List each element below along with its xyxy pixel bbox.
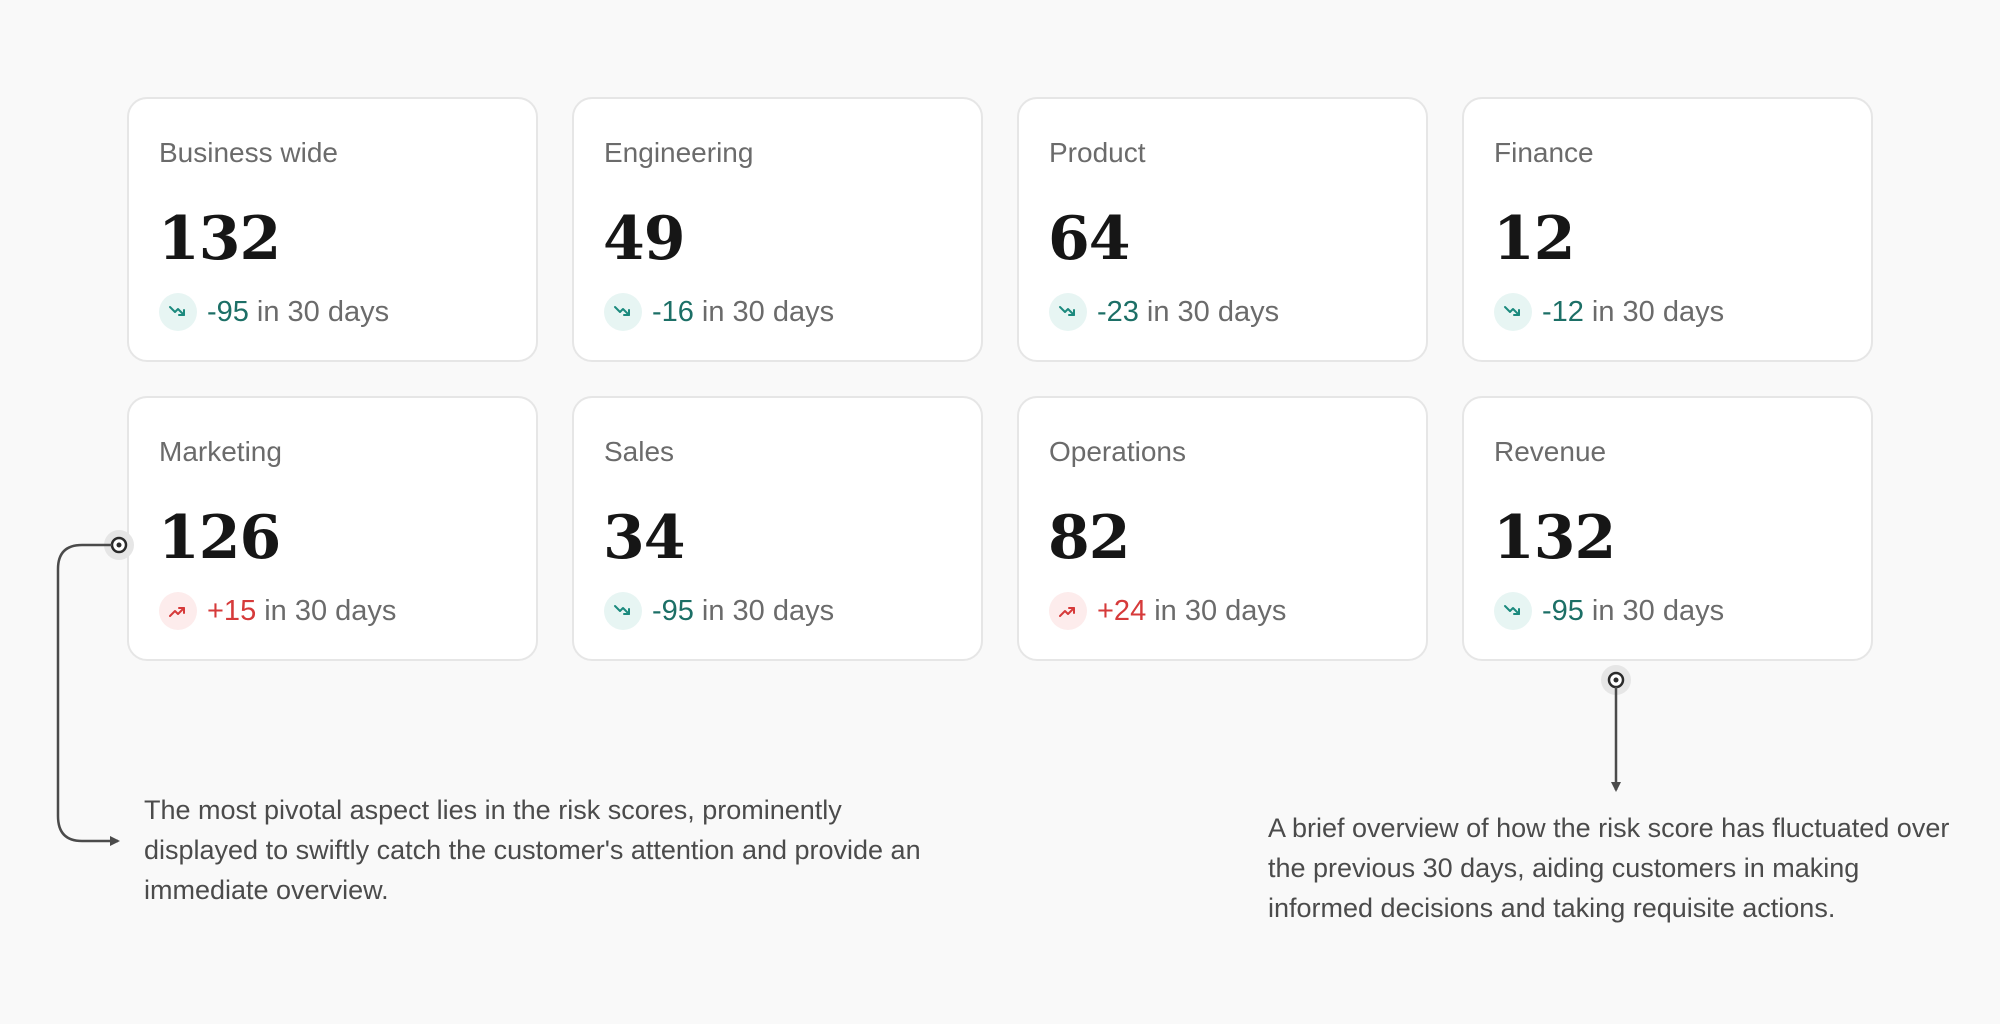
card-revenue[interactable]: Revenue 132 -95 in 30 days bbox=[1462, 396, 1873, 661]
card-label: Business wide bbox=[159, 137, 338, 168]
risk-score-value: 132 bbox=[158, 204, 281, 274]
risk-score-value: 82 bbox=[1048, 503, 1130, 573]
trend-row: -12 in 30 days bbox=[1494, 293, 1724, 331]
trend-down-icon bbox=[1494, 592, 1532, 630]
trend-annotation: A brief overview of how the risk score h… bbox=[1268, 813, 1950, 923]
trend-period: in 30 days bbox=[1591, 295, 1725, 328]
trend-delta: -95 bbox=[1542, 594, 1584, 627]
card-label: Sales bbox=[604, 436, 675, 467]
risk-score-value: 64 bbox=[1048, 204, 1130, 274]
trend-delta: +24 bbox=[1097, 594, 1147, 627]
trend-delta: -95 bbox=[652, 594, 694, 627]
trend-down-icon bbox=[604, 592, 642, 630]
card-label: Product bbox=[1049, 137, 1146, 168]
trend-row: -95 in 30 days bbox=[604, 592, 834, 630]
risk-score-value: 12 bbox=[1493, 204, 1575, 274]
card-label: Revenue bbox=[1494, 436, 1607, 467]
trend-period: in 30 days bbox=[1146, 295, 1280, 328]
trend-period: in 30 days bbox=[1154, 594, 1287, 627]
trend-delta: +15 bbox=[207, 594, 257, 627]
card-sales[interactable]: Sales 34 -95 in 30 days bbox=[572, 396, 983, 661]
trend-delta: -16 bbox=[652, 295, 694, 328]
card-product[interactable]: Product 64 -23 in 30 days bbox=[1017, 97, 1428, 362]
trend-period: in 30 days bbox=[256, 295, 390, 328]
right-callout-connector bbox=[1601, 665, 1631, 792]
trend-down-icon bbox=[1049, 293, 1087, 331]
trend-row: -95 in 30 days bbox=[159, 293, 389, 331]
card-engineering[interactable]: Engineering 49 -16 in 30 days bbox=[572, 97, 983, 362]
card-label: Operations bbox=[1049, 436, 1186, 467]
card-marketing[interactable]: Marketing 126 +15 in 30 days bbox=[127, 396, 538, 661]
trend-down-icon bbox=[1494, 293, 1532, 331]
card-business-wide[interactable]: Business wide 132 -95 in 30 days bbox=[127, 97, 538, 362]
trend-down-icon bbox=[604, 293, 642, 331]
trend-down-icon bbox=[159, 293, 197, 331]
trend-period: in 30 days bbox=[1591, 594, 1725, 627]
card-label: Finance bbox=[1494, 137, 1594, 168]
trend-row: -95 in 30 days bbox=[1494, 592, 1724, 630]
risk-score-value: 132 bbox=[1493, 503, 1616, 573]
trend-up-icon bbox=[159, 592, 197, 630]
trend-row: -23 in 30 days bbox=[1049, 293, 1279, 331]
trend-row: -16 in 30 days bbox=[604, 293, 834, 331]
card-operations[interactable]: Operations 82 +24 in 30 days bbox=[1017, 396, 1428, 661]
trend-up-icon bbox=[1049, 592, 1087, 630]
card-label: Marketing bbox=[159, 436, 282, 467]
trend-delta: -12 bbox=[1542, 295, 1584, 328]
left-callout-connector bbox=[56, 530, 134, 846]
trend-row: +24 in 30 days bbox=[1049, 592, 1286, 630]
card-finance[interactable]: Finance 12 -12 in 30 days bbox=[1462, 97, 1873, 362]
trend-period: in 30 days bbox=[264, 594, 397, 627]
risk-score-cards: Business wide 132 -95 in 30 days Enginee… bbox=[127, 97, 1873, 661]
card-label: Engineering bbox=[604, 137, 754, 168]
risk-score-annotation: The most pivotal aspect lies in the risk… bbox=[144, 795, 921, 905]
risk-score-value: 34 bbox=[603, 503, 685, 573]
risk-score-value: 49 bbox=[603, 204, 685, 274]
trend-delta: -95 bbox=[207, 295, 249, 328]
trend-delta: -23 bbox=[1097, 295, 1139, 328]
trend-period: in 30 days bbox=[701, 594, 835, 627]
risk-score-value: 126 bbox=[158, 503, 281, 573]
trend-period: in 30 days bbox=[701, 295, 835, 328]
trend-row: +15 in 30 days bbox=[159, 592, 396, 630]
